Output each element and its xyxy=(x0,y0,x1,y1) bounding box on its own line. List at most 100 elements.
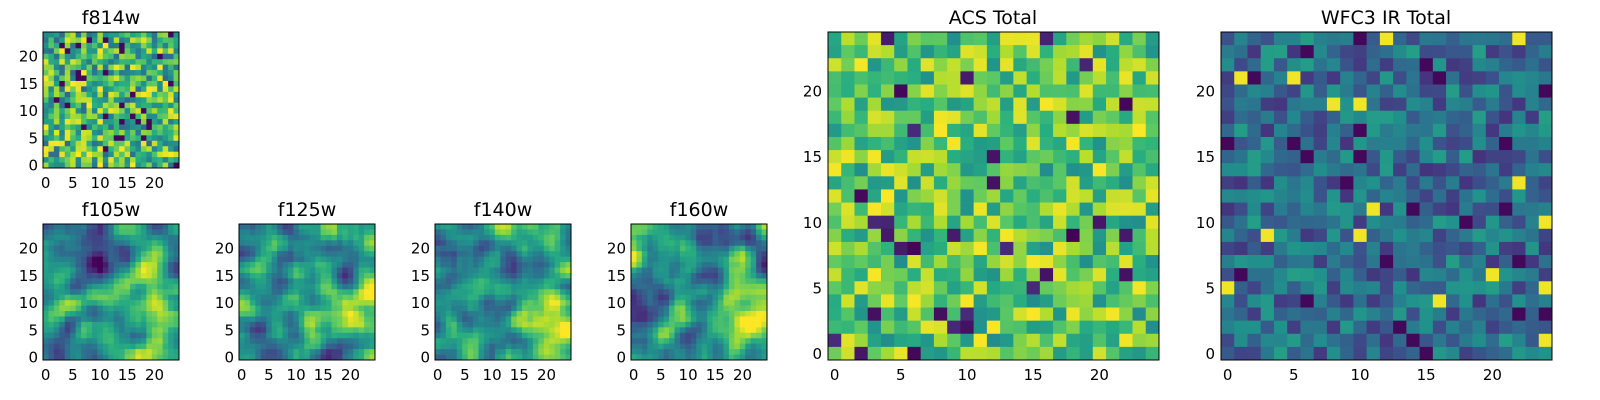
heatmap-cell xyxy=(494,327,501,334)
heatmap-cell xyxy=(1499,202,1513,217)
heatmap-cell xyxy=(151,283,158,290)
heatmap-cell xyxy=(543,240,550,247)
heatmap-cell xyxy=(631,294,637,301)
heatmap-cell xyxy=(1132,189,1147,203)
heatmap-cell xyxy=(933,189,948,203)
heatmap-cell xyxy=(489,311,496,317)
heatmap-cell xyxy=(538,289,545,296)
heatmap-cell xyxy=(97,102,104,109)
heatmap-cell xyxy=(1106,294,1120,308)
heatmap-cell xyxy=(445,289,452,296)
heatmap-cell xyxy=(336,272,343,279)
heatmap-cell xyxy=(347,251,354,257)
heatmap-cell xyxy=(81,37,87,44)
heatmap-cell xyxy=(960,97,974,112)
heatmap-cell xyxy=(511,311,517,317)
heatmap-cell xyxy=(108,251,115,257)
heatmap-cell xyxy=(647,245,654,252)
heatmap-cell xyxy=(1234,58,1248,72)
heatmap-cell xyxy=(456,234,463,241)
heatmap-cell xyxy=(277,343,283,350)
heatmap-cell xyxy=(64,91,71,98)
y-tick-label: 0 xyxy=(420,349,430,367)
heatmap-cell xyxy=(1300,294,1315,308)
heatmap-cell xyxy=(456,332,463,339)
heatmap-cell xyxy=(1026,307,1041,321)
heatmap-cell xyxy=(353,338,360,345)
heatmap-cell xyxy=(86,59,93,65)
heatmap-cell xyxy=(108,229,115,236)
heatmap-cell xyxy=(986,150,1001,164)
heatmap-cell xyxy=(1485,136,1500,151)
heatmap-cell xyxy=(933,71,948,85)
heatmap-cell xyxy=(130,151,136,158)
heatmap-cell xyxy=(690,300,697,306)
heatmap-cell xyxy=(679,229,686,236)
heatmap-cell xyxy=(701,349,708,355)
heatmap-cell xyxy=(108,97,115,104)
heatmap-cell xyxy=(723,311,730,317)
heatmap-cell xyxy=(1300,58,1315,72)
heatmap-cell xyxy=(1326,215,1341,230)
heatmap-cell xyxy=(1145,84,1160,98)
heatmap-cell xyxy=(489,300,496,306)
heatmap-cell xyxy=(342,229,349,236)
heatmap-cell xyxy=(102,146,109,153)
heatmap-cell xyxy=(456,321,463,328)
heatmap-cell xyxy=(1234,333,1248,348)
heatmap-cell xyxy=(113,262,120,268)
heatmap-cell xyxy=(369,229,376,236)
heatmap-cell xyxy=(97,256,104,263)
heatmap-cell xyxy=(1053,202,1067,217)
heatmap-cell xyxy=(146,86,153,93)
heatmap-cell xyxy=(473,332,479,339)
heatmap-cell xyxy=(326,311,332,317)
heatmap-cell xyxy=(97,234,104,241)
heatmap-cell xyxy=(81,349,87,355)
heatmap-cell xyxy=(1366,58,1381,72)
heatmap-cell xyxy=(696,354,703,361)
heatmap-cell xyxy=(157,162,164,169)
x-tick-label: 20 xyxy=(1483,366,1502,384)
heatmap-cell xyxy=(113,234,120,241)
heatmap-cell xyxy=(1353,97,1367,112)
heatmap-cell xyxy=(456,240,463,247)
heatmap-cell xyxy=(1313,163,1328,177)
heatmap-cell xyxy=(1013,58,1027,72)
heatmap-f160w xyxy=(631,224,768,361)
heatmap-cell xyxy=(244,229,251,236)
heatmap-cell xyxy=(728,256,735,263)
heatmap-cell xyxy=(75,321,82,328)
heatmap-cell xyxy=(249,289,256,296)
heatmap-cell xyxy=(86,229,93,236)
heatmap-cell xyxy=(473,283,479,290)
heatmap-cell xyxy=(48,80,55,87)
heatmap-cell xyxy=(1000,202,1014,217)
heatmap-cell xyxy=(1353,307,1367,321)
heatmap-cell xyxy=(86,262,93,268)
heatmap-cell xyxy=(761,224,768,230)
heatmap-cell xyxy=(739,327,746,334)
heatmap-cell xyxy=(1432,84,1447,98)
heatmap-cell xyxy=(867,84,882,98)
heatmap-cell xyxy=(173,267,180,274)
heatmap-cell xyxy=(761,305,768,312)
heatmap-cell xyxy=(636,354,643,361)
heatmap-cell xyxy=(59,129,66,136)
heatmap-cell xyxy=(146,97,153,104)
heatmap-cell xyxy=(358,349,365,355)
heatmap-cell xyxy=(130,245,136,252)
heatmap-cell xyxy=(287,256,294,263)
heatmap-cell xyxy=(1013,307,1027,321)
heatmap-cell xyxy=(364,332,370,339)
heatmap-cell xyxy=(70,108,76,114)
heatmap-cell xyxy=(473,311,479,317)
heatmap-cell xyxy=(287,240,294,247)
heatmap-cell xyxy=(102,272,109,279)
heatmap-cell xyxy=(1406,150,1420,164)
x-tick-label: 5 xyxy=(264,366,274,384)
heatmap-cell xyxy=(86,108,93,114)
heatmap-cell xyxy=(364,234,370,241)
heatmap-cell xyxy=(674,278,681,285)
